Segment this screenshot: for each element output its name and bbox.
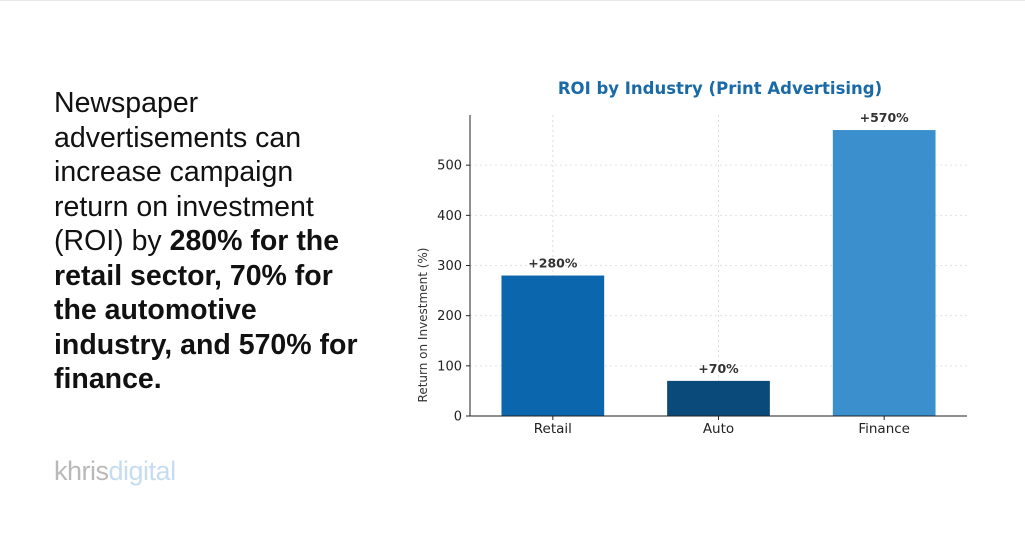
data-label: +570%: [860, 110, 910, 125]
chart-title: ROI by Industry (Print Advertising): [558, 79, 882, 98]
y-tick-label: 100: [437, 359, 462, 374]
x-tick-label: Finance: [858, 421, 910, 437]
x-tick-label: Retail: [534, 421, 572, 437]
headline-emphasis: 280% for the retail sector, 70% for the …: [54, 225, 358, 395]
y-tick-label: 200: [437, 309, 462, 324]
x-tick-label: Auto: [703, 421, 734, 437]
roi-bar-chart: ROI by Industry (Print Advertising) Retu…: [416, 79, 967, 437]
bar-retail: [501, 275, 605, 416]
headline: Newspaper advertisements can increase ca…: [54, 86, 374, 397]
y-tick-label: 0: [454, 410, 462, 425]
data-label: +280%: [528, 256, 578, 271]
logo-part-1: khris: [54, 456, 109, 486]
y-tick-label: 400: [437, 209, 462, 224]
logo-part-2: digital: [108, 456, 177, 486]
y-axis-label: Return on Investment (%): [416, 248, 430, 403]
y-tick-label: 300: [437, 259, 462, 274]
headline-intro: Newspaper advertisements can increase ca…: [54, 87, 314, 257]
top-divider: [0, 0, 1025, 1]
bar-auto: [667, 380, 770, 416]
bar-finance: [832, 130, 936, 417]
y-tick-label: 500: [437, 159, 462, 174]
data-label: +70%: [698, 361, 739, 376]
brand-logo: khrisdigital: [54, 456, 176, 487]
